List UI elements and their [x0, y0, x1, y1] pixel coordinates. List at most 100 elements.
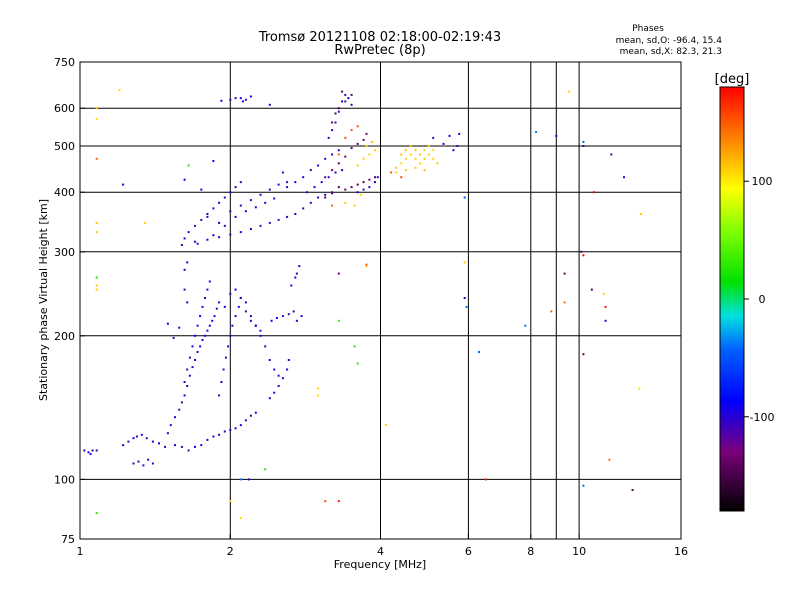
data-point — [180, 445, 183, 448]
data-point — [362, 138, 365, 141]
data-point — [229, 233, 232, 236]
data-point — [290, 284, 293, 287]
data-point — [524, 324, 527, 327]
data-point — [409, 153, 412, 156]
data-point — [95, 276, 98, 279]
data-point — [273, 368, 276, 371]
data-point — [337, 186, 340, 189]
data-point — [287, 313, 290, 316]
data-point — [89, 453, 92, 456]
data-point — [275, 317, 278, 319]
data-point — [220, 99, 223, 102]
data-point — [223, 430, 226, 433]
x-tick-label: 16 — [674, 545, 688, 558]
data-point — [286, 368, 289, 371]
data-point — [300, 315, 303, 318]
data-point — [550, 310, 553, 313]
data-point — [186, 368, 189, 371]
data-point — [384, 424, 387, 427]
data-point — [244, 301, 247, 304]
data-point — [151, 462, 154, 465]
data-point — [249, 95, 252, 98]
data-point — [414, 149, 417, 152]
data-point — [223, 224, 226, 227]
data-point — [302, 176, 305, 179]
data-point — [374, 181, 376, 184]
chart-title: Tromsø 20121108 02:18:00-02:19:43 — [258, 30, 501, 45]
x-tick-label: 1 — [77, 545, 84, 558]
data-point — [127, 440, 130, 443]
stats-x-line: mean, sd,X: 82.3, 21.3 — [620, 47, 722, 57]
data-point — [414, 157, 417, 160]
data-point — [436, 162, 439, 165]
data-point — [432, 149, 435, 152]
data-point — [286, 215, 289, 218]
data-point — [292, 310, 295, 313]
data-point — [95, 117, 98, 120]
data-point — [306, 191, 308, 194]
data-point — [277, 183, 280, 186]
data-point — [212, 234, 215, 237]
data-point — [186, 301, 189, 304]
data-point — [452, 149, 455, 152]
data-point — [191, 345, 194, 348]
data-point — [419, 153, 421, 156]
data-point — [268, 397, 271, 400]
data-point — [199, 345, 202, 348]
data-point — [331, 169, 334, 172]
data-point — [206, 213, 209, 215]
data-point — [239, 204, 242, 207]
data-point — [298, 265, 301, 268]
data-point — [254, 411, 257, 414]
data-point — [118, 89, 121, 92]
data-point — [405, 149, 407, 152]
data-point — [264, 468, 267, 471]
data-point — [166, 322, 169, 325]
data-point — [568, 90, 571, 93]
data-point — [196, 242, 199, 245]
data-point — [178, 408, 181, 411]
y-tick-label: 600 — [54, 102, 75, 115]
data-point — [268, 103, 271, 106]
data-point — [208, 324, 211, 327]
data-point — [196, 324, 199, 327]
data-point — [200, 444, 203, 447]
data-point — [218, 433, 221, 436]
data-point — [140, 433, 143, 436]
data-point — [212, 435, 215, 438]
y-tick-label: 100 — [54, 473, 75, 486]
data-point — [95, 512, 98, 515]
data-point — [309, 169, 312, 172]
data-point — [268, 221, 271, 224]
data-point — [344, 93, 347, 96]
data-point — [234, 215, 237, 218]
data-point — [83, 449, 86, 452]
data-point — [187, 449, 190, 452]
data-point — [194, 359, 196, 361]
data-point — [374, 149, 376, 152]
data-point — [145, 437, 148, 440]
grid-lines — [80, 62, 681, 539]
data-point — [368, 186, 371, 189]
data-point — [337, 272, 340, 275]
data-point — [582, 145, 585, 147]
data-point — [158, 442, 160, 445]
data-point — [582, 140, 585, 143]
data-point — [95, 288, 98, 291]
data-point — [95, 284, 98, 287]
data-point — [249, 319, 252, 322]
data-point — [317, 394, 320, 397]
data-point — [122, 183, 125, 186]
data-point — [582, 353, 585, 356]
colorbar — [719, 86, 745, 512]
data-point — [249, 315, 252, 318]
data-point — [244, 419, 247, 422]
data-point — [188, 356, 191, 359]
colorbar-tick-label: -100 — [750, 411, 775, 424]
data-point — [244, 310, 247, 313]
data-point — [331, 153, 334, 156]
data-point — [623, 176, 625, 179]
data-point — [356, 142, 359, 145]
data-point — [229, 334, 232, 337]
data-point — [206, 215, 209, 218]
